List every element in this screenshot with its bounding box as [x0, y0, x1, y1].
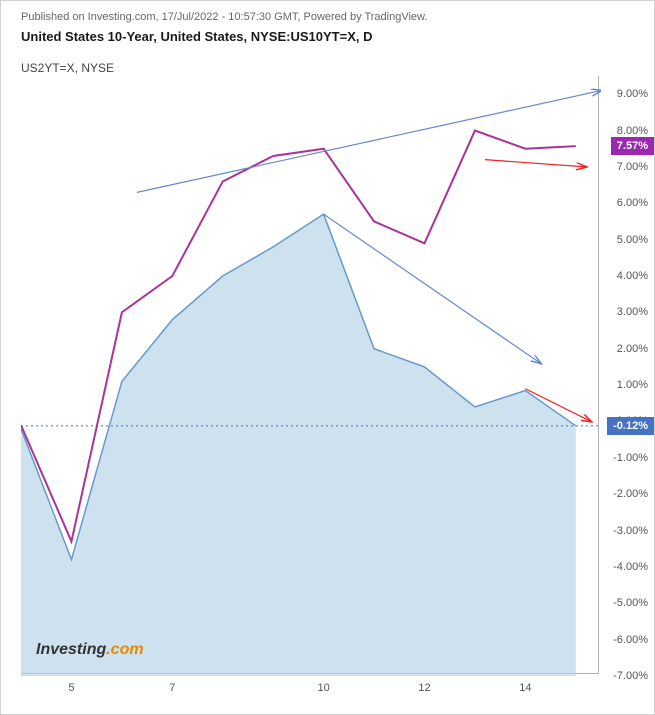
y-tick-label: 8.00%: [617, 125, 648, 137]
y-tick-label: -7.00%: [613, 670, 648, 682]
y-axis: -7.00%-6.00%-5.00%-4.00%-3.00%-2.00%-1.0…: [599, 76, 654, 674]
published-line: Published on Investing.com, 17/Jul/2022 …: [21, 11, 634, 23]
value-badge: -0.12%: [607, 417, 654, 435]
y-tick-label: -6.00%: [613, 634, 648, 646]
y-tick-label: 4.00%: [617, 270, 648, 282]
watermark: Investing.com: [36, 641, 144, 659]
y-tick-label: 1.00%: [617, 379, 648, 391]
y-tick-label: -2.00%: [613, 488, 648, 500]
x-axis: 5 7 10 12 14: [21, 674, 599, 714]
y-tick-label: -5.00%: [613, 597, 648, 609]
chart-svg: [21, 76, 601, 676]
x-tick-label: 14: [519, 682, 531, 694]
x-tick-label: 10: [317, 682, 329, 694]
plot-area: [21, 76, 599, 674]
y-tick-label: 6.00%: [617, 197, 648, 209]
y-tick-label: -4.00%: [613, 561, 648, 573]
y-tick-label: 2.00%: [617, 343, 648, 355]
chart-container: Published on Investing.com, 17/Jul/2022 …: [0, 0, 655, 715]
watermark-brand: Investing: [36, 641, 106, 658]
x-tick-label: 5: [68, 682, 74, 694]
value-badge: 7.57%: [611, 137, 654, 155]
y-tick-label: -1.00%: [613, 452, 648, 464]
watermark-domain: .com: [106, 641, 143, 658]
chart-title: United States 10-Year, United States, NY…: [21, 29, 634, 44]
x-tick-label: 7: [169, 682, 175, 694]
y-tick-label: 7.00%: [617, 161, 648, 173]
x-tick-label: 12: [418, 682, 430, 694]
y-tick-label: 3.00%: [617, 306, 648, 318]
y-tick-label: -3.00%: [613, 525, 648, 537]
y-tick-label: 5.00%: [617, 234, 648, 246]
y-tick-label: 9.00%: [617, 88, 648, 100]
chart-header: Published on Investing.com, 17/Jul/2022 …: [1, 1, 654, 49]
chart-subtitle: US2YT=X, NYSE: [1, 61, 654, 75]
